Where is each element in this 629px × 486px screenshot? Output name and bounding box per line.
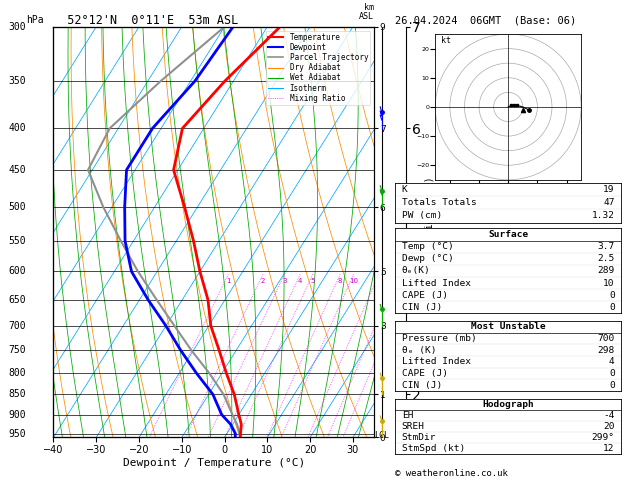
Text: 19: 19 bbox=[603, 185, 615, 194]
Text: 12: 12 bbox=[603, 444, 615, 453]
Text: 300: 300 bbox=[9, 22, 26, 32]
Text: 0: 0 bbox=[609, 303, 615, 312]
Text: Dewp (°C): Dewp (°C) bbox=[402, 254, 454, 263]
Text: 10: 10 bbox=[603, 278, 615, 288]
Text: 500: 500 bbox=[9, 202, 26, 212]
Text: Lifted Index: Lifted Index bbox=[402, 278, 470, 288]
Text: 900: 900 bbox=[9, 410, 26, 419]
Text: 750: 750 bbox=[9, 345, 26, 355]
Text: 550: 550 bbox=[9, 236, 26, 246]
Text: 0: 0 bbox=[609, 381, 615, 390]
Text: LCL: LCL bbox=[375, 431, 389, 440]
Text: Surface: Surface bbox=[488, 230, 528, 239]
Text: 700: 700 bbox=[598, 334, 615, 343]
Text: CIN (J): CIN (J) bbox=[402, 303, 442, 312]
Text: 10: 10 bbox=[349, 278, 358, 284]
Text: StmDir: StmDir bbox=[402, 433, 437, 442]
Text: 950: 950 bbox=[9, 429, 26, 439]
Text: 3: 3 bbox=[282, 278, 287, 284]
Text: K: K bbox=[402, 185, 408, 194]
Text: 4: 4 bbox=[609, 357, 615, 366]
Text: Temp (°C): Temp (°C) bbox=[402, 242, 454, 251]
Text: 400: 400 bbox=[9, 123, 26, 133]
Text: 650: 650 bbox=[9, 295, 26, 305]
Text: 5: 5 bbox=[311, 278, 315, 284]
Text: Totals Totals: Totals Totals bbox=[402, 198, 477, 207]
Text: θₑ(K): θₑ(K) bbox=[402, 266, 431, 276]
Text: 850: 850 bbox=[9, 389, 26, 399]
Text: kt: kt bbox=[441, 36, 451, 45]
Text: 8: 8 bbox=[338, 278, 342, 284]
Text: 26.04.2024  06GMT  (Base: 06): 26.04.2024 06GMT (Base: 06) bbox=[395, 16, 576, 26]
Text: 52°12'N  0°11'E  53m ASL: 52°12'N 0°11'E 53m ASL bbox=[53, 14, 239, 27]
Text: 800: 800 bbox=[9, 368, 26, 378]
Text: 4: 4 bbox=[298, 278, 303, 284]
Text: 1: 1 bbox=[226, 278, 230, 284]
Text: 2: 2 bbox=[260, 278, 265, 284]
Text: Lifted Index: Lifted Index bbox=[402, 357, 470, 366]
Text: CIN (J): CIN (J) bbox=[402, 381, 442, 390]
Text: © weatheronline.co.uk: © weatheronline.co.uk bbox=[395, 469, 508, 478]
Text: hPa: hPa bbox=[26, 15, 44, 25]
Text: 0: 0 bbox=[609, 291, 615, 300]
Text: km
ASL: km ASL bbox=[359, 2, 374, 20]
Text: 47: 47 bbox=[603, 198, 615, 207]
Text: 289: 289 bbox=[598, 266, 615, 276]
Text: StmSpd (kt): StmSpd (kt) bbox=[402, 444, 465, 453]
X-axis label: Dewpoint / Temperature (°C): Dewpoint / Temperature (°C) bbox=[123, 458, 305, 468]
Text: 600: 600 bbox=[9, 266, 26, 277]
Text: 350: 350 bbox=[9, 76, 26, 86]
Text: Pressure (mb): Pressure (mb) bbox=[402, 334, 477, 343]
Text: 2.5: 2.5 bbox=[598, 254, 615, 263]
Text: Most Unstable: Most Unstable bbox=[471, 322, 545, 331]
Text: 450: 450 bbox=[9, 165, 26, 175]
Text: Hodograph: Hodograph bbox=[482, 399, 534, 409]
Text: EH: EH bbox=[402, 411, 413, 420]
Text: 700: 700 bbox=[9, 321, 26, 331]
Text: 3.7: 3.7 bbox=[598, 242, 615, 251]
Text: 1.32: 1.32 bbox=[592, 211, 615, 221]
Text: 298: 298 bbox=[598, 346, 615, 355]
Text: θₑ (K): θₑ (K) bbox=[402, 346, 437, 355]
Text: CAPE (J): CAPE (J) bbox=[402, 369, 448, 378]
Y-axis label: Mixing Ratio (g/kg): Mixing Ratio (g/kg) bbox=[425, 176, 435, 288]
Text: 20: 20 bbox=[603, 422, 615, 431]
Text: 0: 0 bbox=[609, 369, 615, 378]
Text: CAPE (J): CAPE (J) bbox=[402, 291, 448, 300]
Text: -4: -4 bbox=[603, 411, 615, 420]
Legend: Temperature, Dewpoint, Parcel Trajectory, Dry Adiabat, Wet Adiabat, Isotherm, Mi: Temperature, Dewpoint, Parcel Trajectory… bbox=[266, 31, 370, 105]
Text: PW (cm): PW (cm) bbox=[402, 211, 442, 221]
Text: SREH: SREH bbox=[402, 422, 425, 431]
Text: 299°: 299° bbox=[592, 433, 615, 442]
